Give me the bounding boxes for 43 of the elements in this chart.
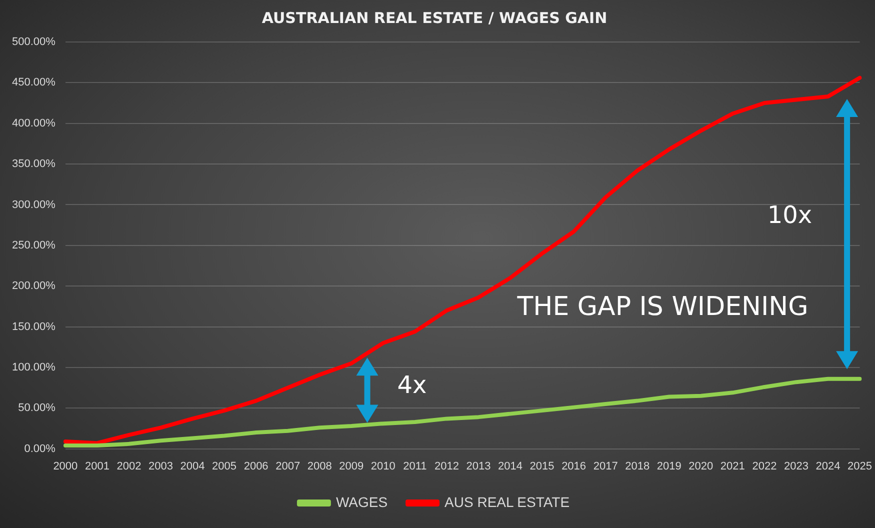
x-tick-label: 2015 (530, 460, 554, 472)
x-tick-label: 2004 (180, 460, 205, 472)
y-tick-label: 50.00% (18, 402, 56, 414)
legend-label: AUS REAL ESTATE (444, 494, 570, 510)
y-tick-label: 150.00% (12, 320, 56, 333)
x-tick-label: 2005 (212, 460, 237, 472)
y-tick-label: 300.00% (12, 198, 56, 211)
y-tick-label: 500.00% (12, 36, 56, 48)
y-tick-label: 400.00% (12, 117, 56, 130)
y-tick-label: 450.00% (12, 76, 56, 89)
x-tick-label: 2018 (625, 460, 650, 472)
x-tick-label: 2010 (370, 460, 396, 472)
x-tick-label: 2020 (688, 460, 714, 472)
annotation: THE GAP IS WIDENING (517, 292, 808, 322)
x-tick-label: 2019 (656, 460, 682, 472)
y-tick-label: 100.00% (12, 361, 56, 374)
annotation: 10x (767, 201, 812, 230)
x-tick-label: 2021 (720, 460, 745, 472)
x-tick-label: 2002 (116, 460, 142, 472)
x-tick-label: 2011 (403, 460, 427, 472)
x-tick-label: 2001 (84, 460, 110, 472)
x-tick-label: 2007 (276, 460, 300, 472)
x-tick-label: 2025 (848, 460, 872, 472)
x-tick-label: 2006 (244, 460, 268, 472)
x-tick-label: 2022 (752, 460, 777, 472)
legend-label: WAGES (336, 494, 388, 510)
x-tick-label: 2013 (466, 460, 491, 472)
x-tick-label: 2009 (339, 460, 364, 472)
x-tick-label: 2023 (784, 460, 808, 472)
x-tick-label: 2012 (434, 460, 459, 472)
x-tick-label: 2024 (816, 460, 840, 472)
x-tick-label: 2003 (148, 460, 173, 472)
y-tick-label: 350.00% (12, 158, 56, 170)
x-tick-label: 2017 (593, 460, 618, 472)
y-tick-label: 200.00% (12, 280, 56, 292)
x-tick-label: 2014 (498, 460, 522, 472)
annotation: 4x (397, 371, 427, 400)
y-tick-label: 0.00% (24, 442, 56, 455)
x-tick-label: 2008 (307, 460, 332, 472)
x-tick-label: 2016 (562, 460, 586, 472)
x-tick-label: 2000 (53, 460, 78, 472)
y-tick-label: 250.00% (12, 239, 56, 252)
chart-title: AUSTRALIAN REAL ESTATE / WAGES GAIN (262, 8, 608, 27)
